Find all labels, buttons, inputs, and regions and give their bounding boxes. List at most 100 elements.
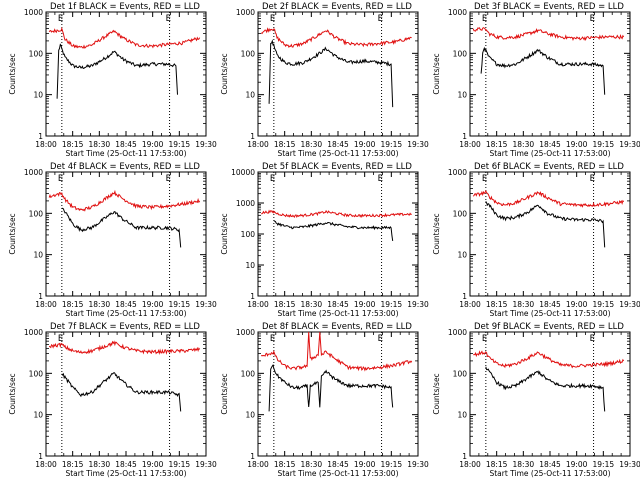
y-tick-label: 1 — [462, 132, 467, 141]
x-tick-label: 19:15 — [169, 300, 191, 309]
y-axis-label: Counts/sec — [220, 53, 229, 94]
event-marker-label: E — [590, 14, 595, 24]
event-marker-label: E — [166, 14, 171, 24]
y-tick-label: 1000 — [448, 8, 467, 17]
y-tick-label: 10 — [245, 411, 255, 420]
chart-panel-7: Det 7f BLACK = Events, RED = LLD 1 10 100 10… — [8, 322, 217, 478]
x-tick-label: 18:30 — [89, 140, 111, 149]
series-line-lld — [48, 26, 201, 49]
panel-title: Det 7f BLACK = Events, RED = LLD — [50, 322, 200, 332]
event-marker-label: E — [58, 14, 63, 24]
series-line-lld — [260, 331, 413, 372]
x-tick-label: 18:15 — [62, 460, 84, 469]
y-axis-label: Counts/sec — [8, 213, 17, 254]
y-tick-label: 100 — [453, 369, 468, 378]
event-marker-label: E — [590, 334, 595, 344]
series-line-lld — [261, 209, 412, 219]
x-tick-label: 19:00 — [354, 300, 376, 309]
series-line-lld — [260, 27, 412, 49]
y-tick-label: 10 — [33, 91, 43, 100]
x-tick-label: 18:00 — [35, 300, 57, 309]
series-line-lld — [48, 189, 201, 212]
x-tick-label: 19:00 — [354, 140, 376, 149]
series-line-events — [268, 39, 394, 108]
x-tick-label: 18:00 — [459, 300, 481, 309]
y-tick-label: 1000 — [236, 328, 255, 337]
series-line-events — [61, 371, 182, 412]
x-tick-label: 18:00 — [35, 140, 57, 149]
chart-panel-8: Det 8f BLACK = Events, RED = LLD 1 10 100 10… — [220, 322, 429, 478]
x-tick-label: 18:45 — [539, 140, 561, 149]
y-tick-label: 10 — [457, 411, 467, 420]
series-line-events — [485, 366, 606, 412]
series-line-lld — [473, 350, 625, 369]
event-marker-label: E — [378, 174, 383, 184]
x-tick-label: 19:30 — [407, 140, 429, 149]
x-tick-label: 19:15 — [169, 140, 191, 149]
series-line-lld — [472, 27, 625, 41]
x-tick-label: 19:30 — [619, 140, 640, 149]
panel-title: Det 5f BLACK = Events, RED = LLD — [262, 162, 412, 172]
x-tick-label: 18:00 — [247, 300, 269, 309]
x-tick-label: 18:00 — [35, 460, 57, 469]
series-line-events — [61, 207, 182, 248]
y-tick-label: 10 — [245, 91, 255, 100]
y-tick-label: 100 — [241, 230, 256, 239]
series-line-lld — [472, 189, 625, 208]
series-line-events — [273, 220, 394, 241]
series-line-lld — [48, 340, 201, 356]
x-tick-label: 18:45 — [327, 300, 349, 309]
panel-title: Det 2f BLACK = Events, RED = LLD — [262, 2, 412, 12]
y-tick-label: 1 — [250, 292, 255, 301]
y-tick-label: 10 — [33, 411, 43, 420]
x-axis-label: Start Time (25-Oct-11 17:53:00) — [489, 149, 610, 158]
y-tick-label: 1 — [462, 292, 467, 301]
x-axis-label: Start Time (25-Oct-11 17:53:00) — [277, 469, 398, 478]
event-marker-label: E — [590, 174, 595, 184]
y-tick-label: 100 — [241, 49, 256, 58]
x-tick-label: 19:00 — [142, 460, 164, 469]
x-tick-label: 18:15 — [486, 460, 508, 469]
x-tick-label: 18:30 — [301, 460, 323, 469]
chart-panel-1: Det 1f BLACK = Events, RED = LLD 1 10 100 10… — [8, 2, 217, 158]
series-line-events — [268, 363, 394, 412]
y-tick-label: 1 — [250, 132, 255, 141]
event-marker-label: E — [378, 14, 383, 24]
y-tick-label: 1000 — [24, 328, 43, 337]
x-tick-label: 18:30 — [89, 460, 111, 469]
x-tick-label: 19:15 — [381, 460, 403, 469]
y-axis-label: Counts/sec — [8, 373, 17, 414]
x-tick-label: 19:15 — [593, 300, 615, 309]
x-tick-label: 19:30 — [407, 300, 429, 309]
panel-title: Det 1f BLACK = Events, RED = LLD — [50, 2, 200, 12]
x-tick-label: 18:15 — [274, 140, 296, 149]
x-tick-label: 18:00 — [247, 460, 269, 469]
chart-panel-4: Det 4f BLACK = Events, RED = LLD 1 10 100 10… — [8, 162, 217, 318]
panel-title: Det 6f BLACK = Events, RED = LLD — [474, 162, 624, 172]
x-tick-label: 19:00 — [566, 300, 588, 309]
y-tick-label: 100 — [29, 209, 44, 218]
panel-title: Det 9f BLACK = Events, RED = LLD — [474, 322, 624, 332]
y-axis-label: Counts/sec — [8, 53, 17, 94]
series-line-events — [480, 46, 606, 95]
x-tick-label: 18:15 — [62, 140, 84, 149]
y-tick-label: 10000 — [231, 168, 255, 177]
y-tick-label: 1 — [250, 452, 255, 461]
x-tick-label: 18:45 — [115, 140, 137, 149]
x-axis-label: Start Time (25-Oct-11 17:53:00) — [65, 149, 186, 158]
x-tick-label: 19:15 — [593, 140, 615, 149]
x-tick-label: 19:30 — [619, 460, 640, 469]
x-tick-label: 19:30 — [195, 140, 217, 149]
x-axis-label: Start Time (25-Oct-11 17:53:00) — [277, 309, 398, 318]
y-tick-label: 10 — [245, 261, 255, 270]
x-tick-label: 18:45 — [327, 140, 349, 149]
x-tick-label: 18:30 — [301, 140, 323, 149]
event-marker-label: E — [270, 14, 275, 24]
event-marker-label: E — [270, 174, 275, 184]
y-tick-label: 10 — [457, 251, 467, 260]
x-tick-label: 19:15 — [169, 460, 191, 469]
y-axis-label: Counts/sec — [432, 53, 441, 94]
series-line-events — [56, 43, 178, 99]
y-axis-label: Counts/sec — [432, 213, 441, 254]
